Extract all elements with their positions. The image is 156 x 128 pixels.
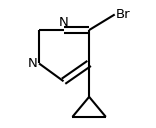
Text: Br: Br — [116, 8, 130, 21]
Text: N: N — [59, 16, 68, 29]
Text: N: N — [28, 57, 38, 70]
